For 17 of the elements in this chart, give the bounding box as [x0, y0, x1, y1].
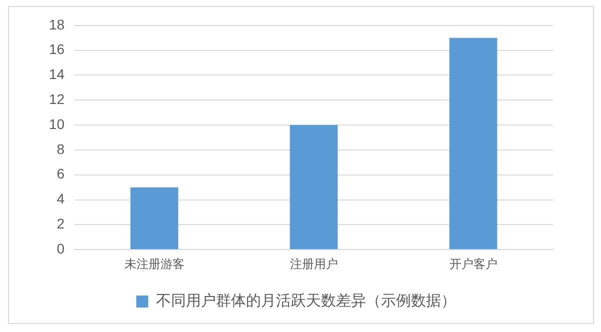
x-tick-label: 未注册游客 [124, 257, 184, 272]
y-tick-label: 16 [48, 41, 65, 58]
x-tick-label: 开户客户 [449, 257, 498, 272]
y-tick-label: 4 [56, 190, 65, 207]
y-tick-label: 10 [48, 116, 65, 132]
y-tick-label: 14 [48, 66, 65, 82]
bar [449, 38, 498, 250]
y-tick-label: 2 [56, 216, 65, 232]
x-tick-label: 注册用户 [290, 257, 338, 272]
y-tick-label: 12 [48, 90, 65, 107]
y-tick-label: 6 [56, 166, 65, 182]
legend-label: 不同用户群体的月活跃天数差异（示例数据） [156, 291, 456, 310]
y-tick-label: 18 [48, 16, 65, 32]
bar [290, 125, 338, 250]
y-tick-label: 0 [56, 240, 65, 256]
bar [130, 187, 178, 250]
y-tick-label: 8 [56, 140, 65, 157]
